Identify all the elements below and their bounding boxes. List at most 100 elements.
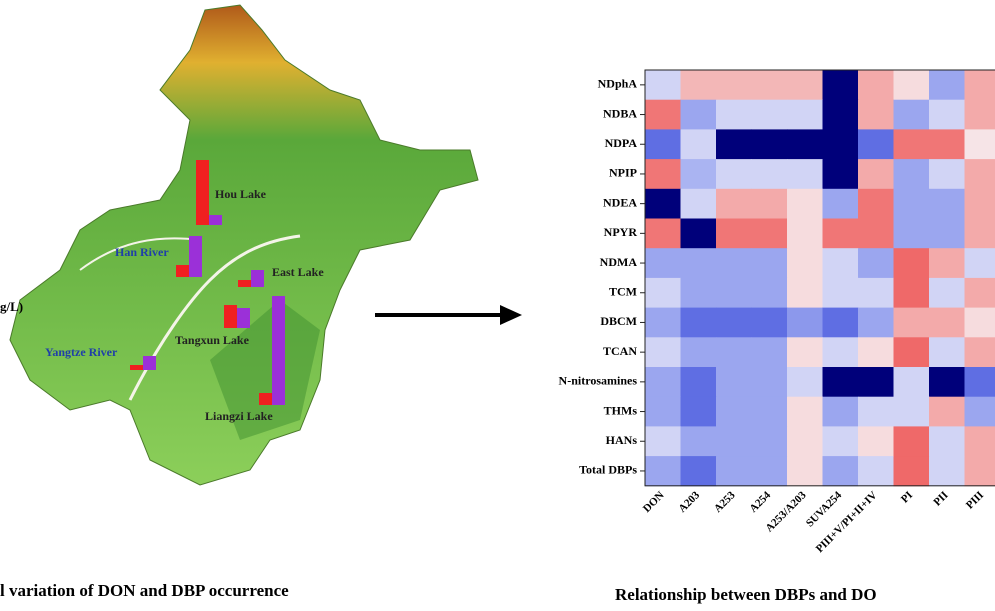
heatmap-cell bbox=[787, 337, 823, 368]
bar bbox=[209, 215, 222, 225]
heatmap-cell bbox=[964, 70, 995, 101]
map-region bbox=[9, 4, 479, 486]
bar bbox=[238, 280, 251, 287]
heatmap-cell bbox=[964, 277, 995, 309]
heatmap-cell bbox=[787, 129, 823, 160]
heatmap-cell bbox=[645, 99, 681, 130]
heatmap-cell bbox=[680, 129, 717, 160]
row-label: N-nitrosamines bbox=[559, 374, 638, 388]
heatmap-frame bbox=[644, 69, 995, 487]
heatmap-cell bbox=[893, 426, 930, 457]
site-label: East Lake bbox=[272, 265, 324, 279]
heatmap-cell bbox=[822, 337, 859, 368]
heatmap-cell bbox=[716, 426, 752, 457]
heatmap-cell bbox=[929, 337, 965, 368]
heatmap-cell bbox=[680, 248, 717, 279]
column-label: DON bbox=[641, 489, 667, 515]
heatmap-cell bbox=[751, 456, 788, 487]
row-label: NDBA bbox=[603, 106, 637, 120]
heatmap-cell bbox=[964, 456, 995, 487]
heatmap-cell bbox=[893, 99, 930, 130]
heatmap-cell bbox=[964, 188, 995, 219]
heatmap-cell bbox=[787, 426, 823, 457]
row-label: NDMA bbox=[600, 255, 638, 269]
map-caption: l variation of DON and DBP occurrence bbox=[0, 581, 289, 600]
heatmap-cell bbox=[716, 99, 752, 130]
heatmap-cell bbox=[751, 99, 788, 130]
row-label: Total DBPs bbox=[579, 463, 637, 477]
heatmap-cell bbox=[787, 70, 823, 101]
bar bbox=[189, 236, 202, 277]
heatmap-cell bbox=[787, 99, 823, 130]
heatmap-cell bbox=[787, 218, 823, 249]
heatmap-cell bbox=[858, 129, 894, 160]
bar bbox=[259, 393, 272, 405]
heatmap-cell bbox=[645, 396, 681, 427]
heatmap-cell bbox=[929, 129, 965, 160]
heatmap-cell bbox=[751, 129, 788, 160]
heatmap-cell bbox=[858, 159, 894, 190]
heatmap-cell bbox=[787, 188, 823, 219]
heatmap-cell bbox=[964, 367, 995, 398]
heatmap-cell bbox=[645, 248, 681, 279]
heatmap-cell bbox=[822, 426, 859, 457]
heatmap-cell bbox=[822, 277, 859, 309]
heatmap-cell bbox=[929, 456, 965, 487]
heatmap-cell bbox=[751, 396, 788, 427]
bar bbox=[196, 160, 209, 225]
heatmap-cell bbox=[929, 218, 965, 249]
heatmap-cell bbox=[929, 396, 965, 427]
site-label: Tangxun Lake bbox=[175, 333, 250, 347]
column-label: A254 bbox=[747, 489, 773, 515]
heatmap-cell bbox=[680, 367, 717, 398]
row-label: NPYR bbox=[604, 225, 638, 239]
heatmap-cell bbox=[751, 277, 788, 309]
heatmap-cell bbox=[751, 218, 788, 249]
row-label: TCAN bbox=[603, 344, 637, 358]
heatmap-cell bbox=[858, 99, 894, 130]
bar bbox=[272, 296, 285, 405]
heatmap-cell bbox=[645, 367, 681, 398]
heatmap-cell bbox=[716, 129, 752, 160]
heatmap-cell bbox=[680, 218, 717, 249]
heatmap-cell bbox=[929, 426, 965, 457]
heatmap-cell bbox=[893, 307, 930, 338]
heatmap-cell bbox=[929, 188, 965, 219]
heatmap-cell bbox=[822, 307, 859, 338]
heatmap-cell bbox=[964, 159, 995, 190]
heatmap-cell bbox=[787, 396, 823, 427]
heatmap-cell bbox=[822, 129, 859, 160]
heatmap-cell bbox=[645, 188, 681, 219]
heatmap-cell bbox=[964, 218, 995, 249]
heatmap-cell bbox=[929, 248, 965, 279]
heatmap-cell bbox=[716, 277, 752, 309]
map-bars: Hou Lake Han River East Lake Tangxun Lake Li… bbox=[45, 160, 324, 423]
site-label: Yangtze River bbox=[45, 345, 118, 359]
heatmap-cell bbox=[858, 70, 894, 101]
heatmap-cell bbox=[822, 456, 859, 487]
heatmap-cell bbox=[645, 307, 681, 338]
heatmap-cell bbox=[858, 277, 894, 309]
heatmap-cell bbox=[751, 159, 788, 190]
heatmap-cell bbox=[893, 218, 930, 249]
heatmap-cell bbox=[822, 367, 859, 398]
heatmap-cell bbox=[893, 248, 930, 279]
heatmap-cell bbox=[716, 307, 752, 338]
heatmap-cell bbox=[929, 277, 965, 309]
heatmap-cell bbox=[680, 426, 717, 457]
heatmap-cell bbox=[787, 277, 823, 309]
heatmap-cell bbox=[680, 456, 717, 487]
row-label: THMs bbox=[604, 403, 638, 417]
heatmap-cell bbox=[680, 188, 717, 219]
heatmap-cell bbox=[787, 367, 823, 398]
heatmap-cell bbox=[680, 337, 717, 368]
row-label: TCM bbox=[609, 285, 637, 299]
heatmap-cell bbox=[929, 307, 965, 338]
row-label: HANs bbox=[606, 433, 638, 447]
heatmap-cell bbox=[964, 396, 995, 427]
heatmap-cell bbox=[645, 337, 681, 368]
heatmap-caption: Relationship between DBPs and DO bbox=[615, 585, 877, 604]
heatmap-cell bbox=[751, 367, 788, 398]
heatmap-cell bbox=[893, 456, 930, 487]
river bbox=[79, 237, 201, 271]
